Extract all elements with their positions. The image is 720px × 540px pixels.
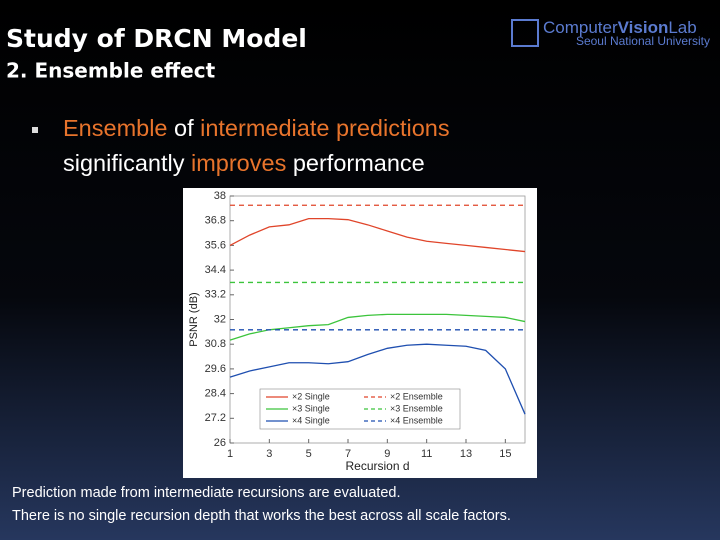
y-tick-label: 36.8	[205, 215, 226, 227]
series-line	[229, 313, 526, 341]
legend-label: ×3 Single	[292, 403, 330, 413]
logo-part: Vision	[618, 18, 669, 37]
legend-label: ×2 Single	[292, 391, 330, 401]
y-tick-label: 32	[214, 313, 226, 325]
x-tick-label: 11	[421, 448, 432, 460]
bullet-run: significantly	[63, 150, 185, 176]
bullet-marker	[32, 127, 38, 133]
x-tick-label: 3	[266, 448, 272, 460]
legend-label: ×3 Ensemble	[390, 403, 443, 413]
bullet-run: intermediate predictions	[200, 115, 450, 141]
logo-part: Computer	[543, 18, 618, 37]
y-tick-label: 38	[214, 190, 226, 202]
y-tick-label: 35.6	[205, 239, 226, 251]
logo: ComputerVisionLab Seoul National Univers…	[511, 18, 710, 48]
x-tick-label: 7	[345, 448, 351, 460]
logo-part: Lab	[668, 18, 696, 37]
x-tick-label: 13	[460, 448, 472, 460]
y-tick-label: 34.4	[205, 264, 226, 276]
x-tick-label: 1	[227, 448, 233, 460]
caption: Prediction made from intermediate recurs…	[12, 485, 400, 501]
y-tick-label: 29.6	[205, 363, 226, 375]
caption: There is no single recursion depth that …	[12, 508, 511, 524]
bullet-run: Ensemble	[63, 115, 168, 141]
x-axis-label: Recursion d	[345, 459, 409, 473]
slide-title: Study of DRCN Model	[6, 24, 307, 53]
y-tick-label: 26	[214, 437, 226, 449]
bullet-line: Ensemble of intermediate predictions	[63, 115, 450, 141]
bullet-run: improves	[191, 150, 286, 176]
chart-panel	[183, 188, 537, 478]
logo-emblem	[511, 19, 539, 47]
logo-university: Seoul National University	[576, 34, 710, 48]
bullet-text: Ensemble of intermediate predictions signif…	[63, 115, 450, 176]
legend-box	[259, 388, 461, 430]
legend-label: ×2 Ensemble	[390, 391, 443, 401]
series-line	[229, 217, 526, 253]
bullet-run: of	[174, 115, 194, 141]
y-tick-label: 30.8	[205, 338, 226, 350]
legend-label: ×4 Ensemble	[390, 415, 443, 425]
y-tick-label: 33.2	[205, 289, 226, 301]
legend-label: ×4 Single	[292, 415, 330, 425]
logo-lab: ComputerVisionLab	[543, 18, 697, 37]
bullet-line: significantly improves performance	[63, 150, 425, 176]
bullet-run: performance	[293, 150, 425, 176]
series-line	[229, 343, 526, 415]
slide-subtitle: 2. Ensemble effect	[6, 59, 216, 83]
y-axis-label: PSNR (dB)	[188, 292, 200, 346]
y-tick-label: 28.4	[205, 388, 226, 400]
x-tick-label: 15	[499, 448, 511, 460]
y-tick-label: 27.2	[205, 412, 226, 424]
x-tick-label: 9	[384, 448, 390, 460]
x-tick-label: 5	[306, 448, 312, 460]
